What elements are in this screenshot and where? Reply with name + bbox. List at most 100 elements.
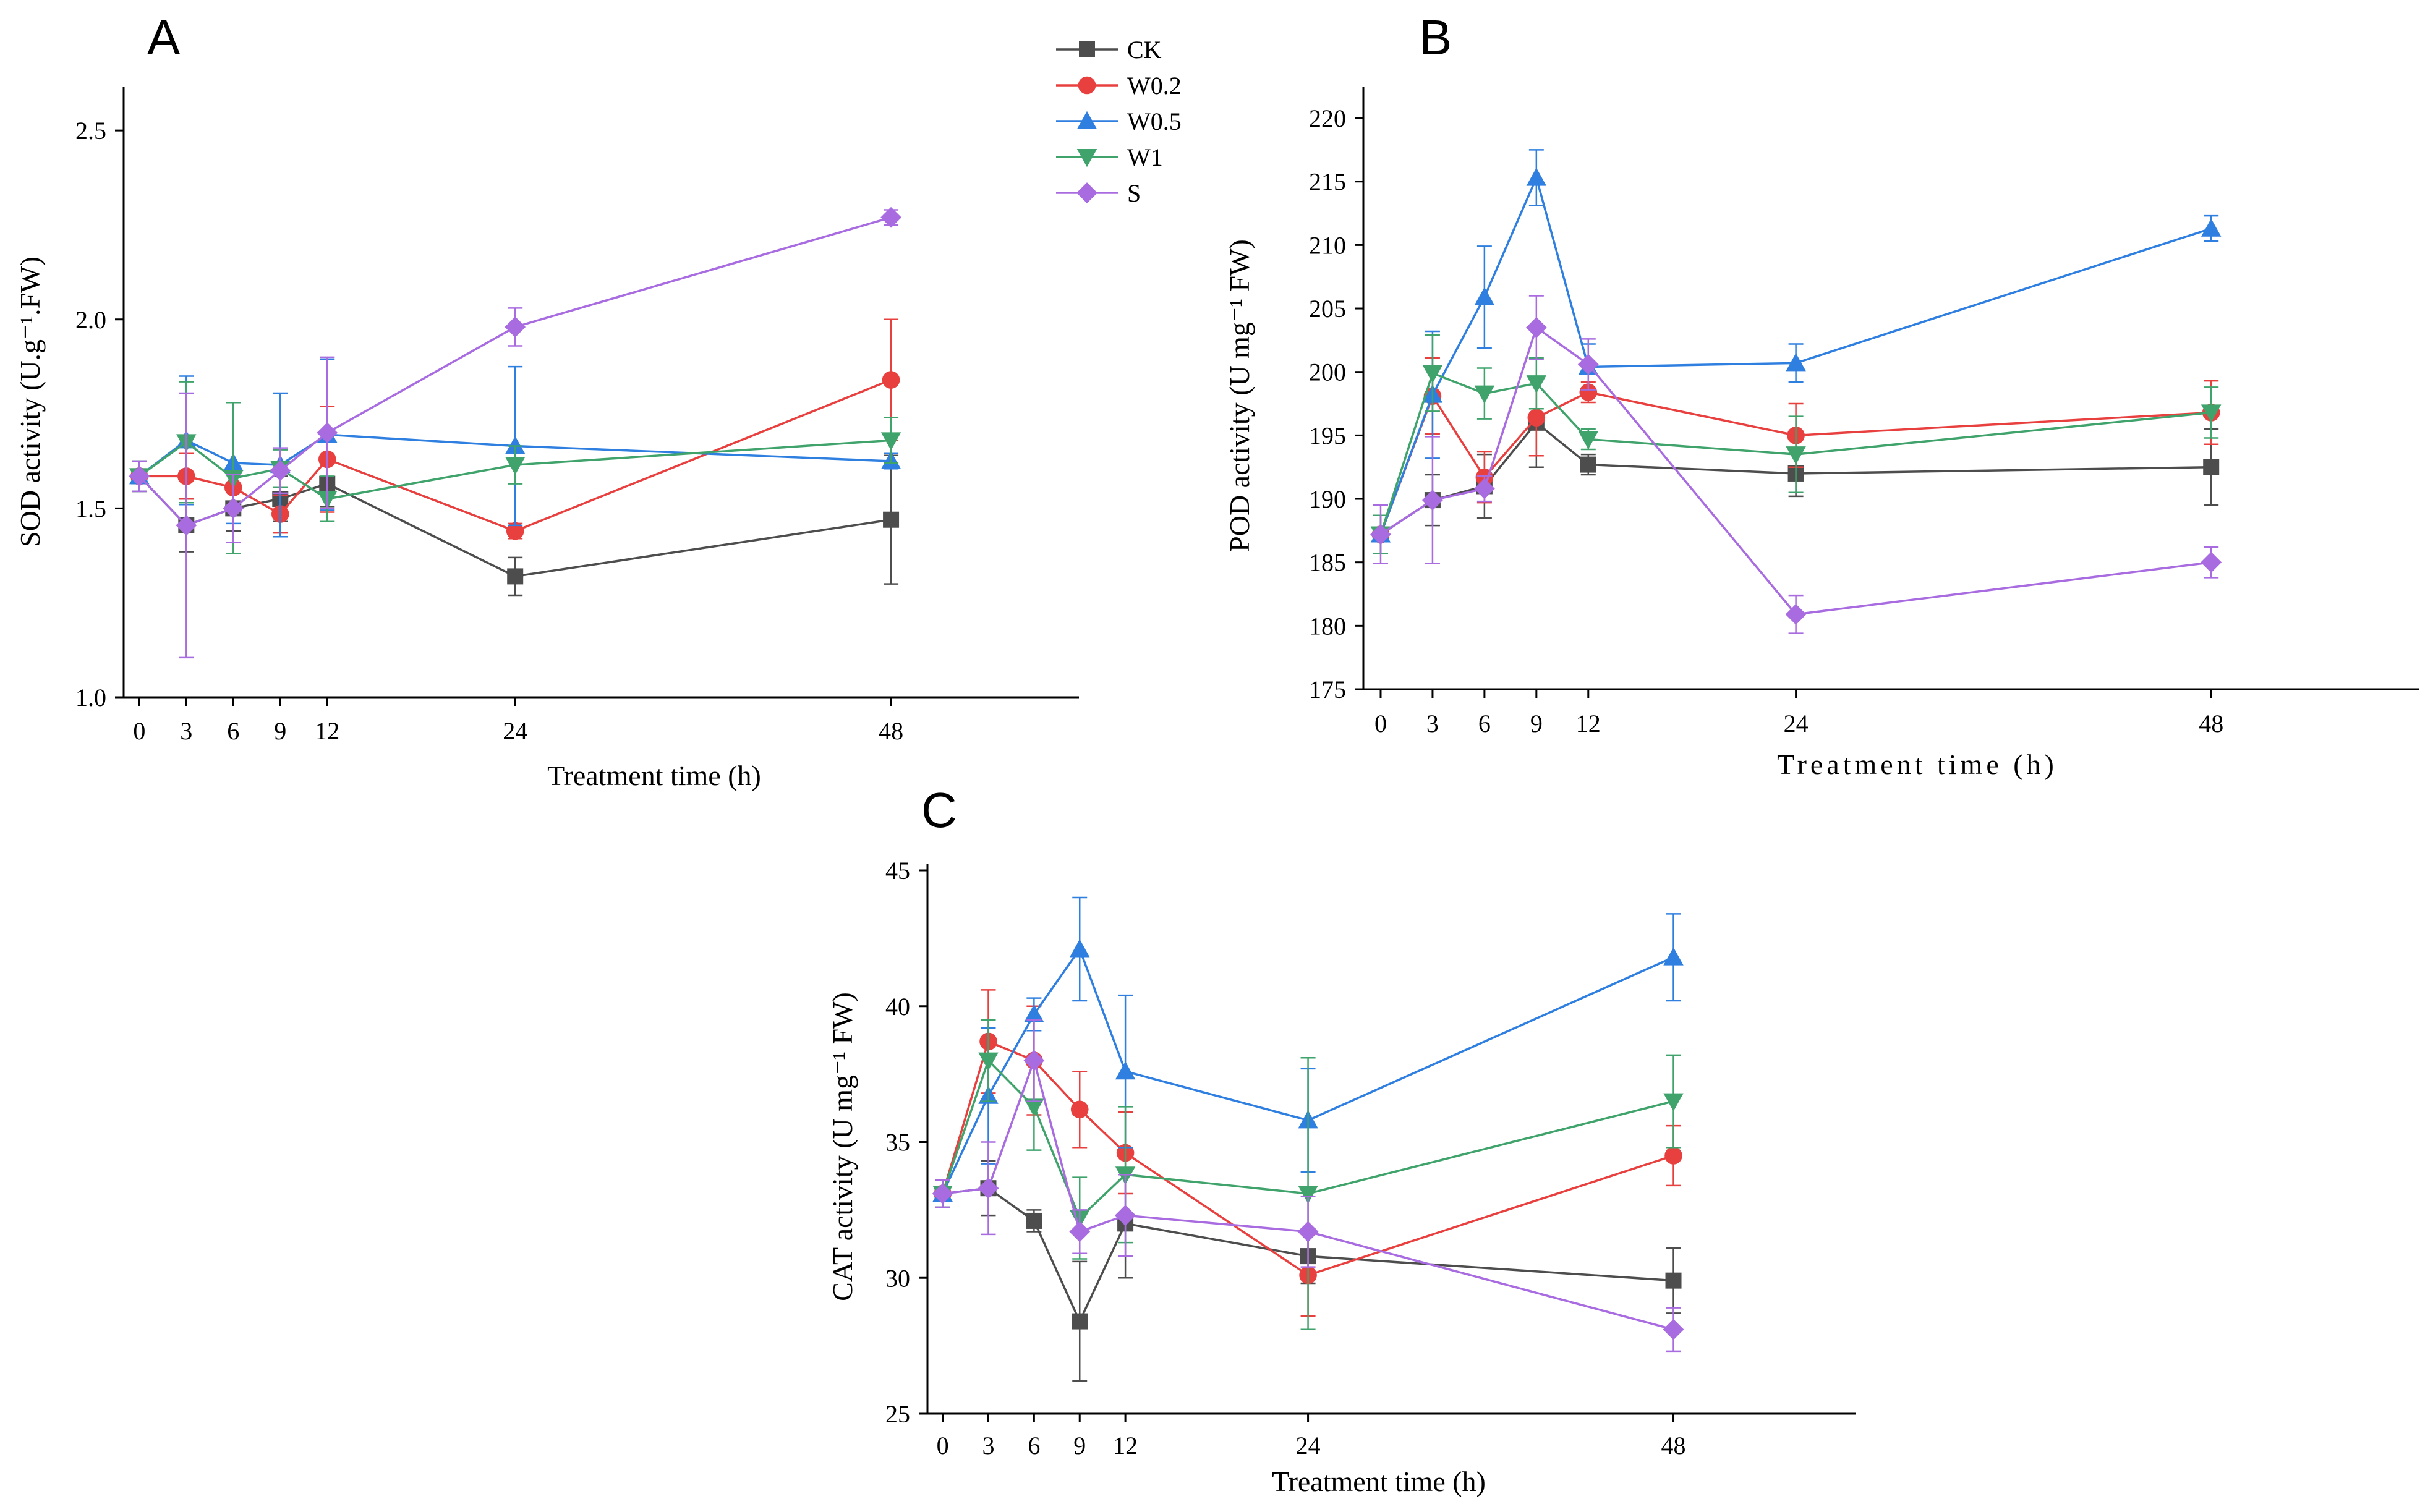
panel-a-point-s [505,316,526,338]
panel-c-point-s [932,1183,953,1204]
panel-b-x-tick-label: 12 [1576,710,1601,737]
panel-a-point-s [176,514,197,536]
panel-a-y-tick-label: 1.0 [75,684,106,711]
panel-a-point-s [880,206,901,228]
panel-b-point-w1 [1526,375,1547,394]
panel-c-series-s [932,1019,1684,1353]
legend-marker-w05 [1076,111,1097,129]
panel-b-point-w05 [1526,168,1547,186]
panel-b-y-tick-label: 190 [1309,485,1346,513]
panel-b: B Treatment time (h) POD activity (U mg⁻… [1224,10,2419,780]
panel-c-point-s [978,1178,999,1199]
panel-b-point-w1 [1786,446,1806,465]
panel-b-point-w02 [1579,383,1598,401]
panel-b-x-tick-label: 24 [1784,710,1809,737]
legend-marker-w02 [1078,76,1096,95]
panel-b-point-w1 [1422,365,1443,384]
panel-b-x-tick-label: 9 [1530,710,1543,737]
panel-b-x-tick-label: 6 [1478,710,1491,737]
panel-b-point-s [1785,603,1807,625]
panel-c-point-w1 [1663,1093,1684,1111]
panel-b-y-tick-label: 195 [1309,422,1346,449]
panel-b-x-tick-label: 48 [2199,710,2223,737]
legend-item-ck: CK [1056,36,1162,64]
panel-b-point-w05 [1786,353,1806,372]
panel-b-y-tick-label: 215 [1309,168,1346,196]
legend-item-s: S [1056,179,1141,207]
panel-b-x-axis-title: Treatment time (h) [1777,749,2058,780]
panel-b-point-w02 [1527,409,1546,427]
panel-a: A Treatment time (h) SOD activity (U.g⁻¹… [14,10,1079,791]
panel-c-point-s [1663,1319,1684,1340]
panel-c-point-w02 [1070,1100,1089,1119]
panel-b-y-axis-title: POD activity (U mg⁻¹ FW) [1224,239,1255,552]
panel-b-point-s [2201,551,2222,573]
panel-a-y-tick-label: 2.5 [75,117,106,145]
panel-c-point-w1 [1298,1186,1318,1204]
panel-b-x-tick-label: 3 [1426,710,1439,737]
panel-c-point-w05 [1069,939,1090,958]
panel-b-y-tick-label: 180 [1309,612,1346,640]
panel-b-point-s [1370,524,1391,545]
panel-a-x-axis-title: Treatment time (h) [547,760,761,791]
panel-c-point-w1 [978,1052,999,1071]
legend-item-w1: W1 [1056,143,1163,171]
panel-a-point-s [317,422,338,444]
panel-b-point-w1 [2201,404,2222,423]
panel-b-point-s [1577,354,1599,375]
legend-item-w02: W0.2 [1056,72,1182,100]
panel-c-x-tick-label: 24 [1296,1432,1321,1459]
legend-label: CK [1127,36,1162,64]
panel-a-x-tick-label: 0 [133,717,145,745]
panel-b-point-s [1422,490,1443,511]
panel-b-point-s [1473,478,1495,499]
panel-b-point-ck [2203,459,2220,475]
panel-c-point-s [1115,1205,1136,1226]
panel-c-y-axis-title: CAT activity (U mg⁻¹ FW) [827,992,858,1301]
panel-b-y-tick-label: 185 [1309,549,1346,577]
panel-a-point-w1 [505,457,526,475]
panel-b-point-ck [1580,456,1596,473]
panel-c-x-tick-label: 3 [982,1432,994,1459]
panel-a-point-s [129,465,150,487]
panel-c-x-tick-label: 9 [1073,1432,1086,1459]
panel-a-point-w02 [882,371,900,389]
panel-c-point-s [1297,1221,1319,1242]
panel-c-point-w05 [1024,1004,1044,1022]
panel-c-letter: C [921,783,957,838]
panel-c-y-tick-label: 40 [885,993,910,1021]
panel-b-point-w05 [1474,287,1495,305]
legend-label: W1 [1127,143,1163,171]
panel-c-x-tick-label: 48 [1661,1432,1686,1459]
panel-c-point-ck [1026,1212,1042,1229]
panel-a-y-tick-label: 1.5 [75,495,106,522]
panel-b-point-s [1525,316,1547,338]
panel-c-y-tick-label: 45 [885,857,910,885]
panel-a-letter: A [147,10,181,65]
panel-b-point-w05 [2201,218,2222,237]
legend-marker-ck [1079,41,1095,57]
panel-b-x-tick-label: 0 [1374,710,1387,737]
legend-item-w05: W0.5 [1056,108,1182,135]
panel-a-x-tick-label: 48 [879,717,903,745]
panel-c-y-tick-label: 25 [885,1400,910,1428]
panel-c-point-ck [1665,1272,1682,1289]
legend-marker-w1 [1076,149,1097,168]
panel-a-series-s [129,206,901,659]
legend-label: W0.2 [1127,72,1182,100]
panel-c-series-w1 [932,1019,1684,1331]
panel-b-point-w1 [1474,385,1495,404]
panel-b-y-tick-label: 220 [1309,104,1346,132]
panel-c-x-axis-title: Treatment time (h) [1272,1466,1486,1497]
panel-c-point-s [1023,1050,1045,1071]
legend: CK W0.2 W0.5 W1 S [1056,36,1182,207]
panel-c-point-s [1069,1221,1091,1242]
panel-b-y-tick-label: 205 [1309,295,1346,323]
legend-marker-s [1076,182,1097,203]
panel-b-letter: B [1419,10,1452,65]
panel-a-point-ck [507,568,524,585]
panel-a-point-w02 [506,522,524,540]
panel-c-point-w05 [1115,1061,1136,1080]
panel-c-y-tick-label: 35 [885,1129,910,1157]
